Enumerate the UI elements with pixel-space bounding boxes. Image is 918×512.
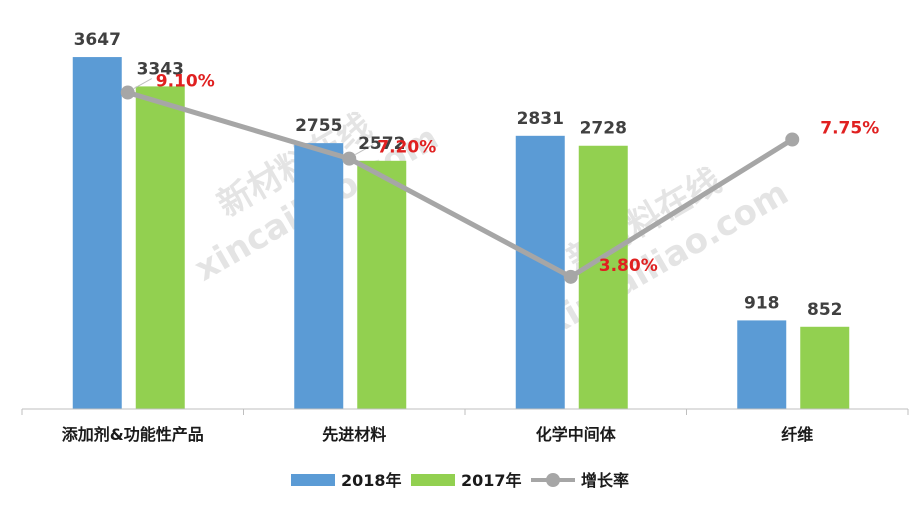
bar-value-label: 918 bbox=[744, 293, 780, 313]
growth-leader-line bbox=[133, 78, 152, 89]
data-labels: 3647 3343 2755 2572 2831 2728 918 852 9.10% 7.20%… bbox=[74, 30, 880, 320]
bar-2018 bbox=[72, 57, 122, 409]
growth-point bbox=[563, 269, 578, 284]
legend-label: 2017年 bbox=[461, 471, 522, 490]
growth-line-layer bbox=[120, 78, 800, 284]
bar-value-label: 3343 bbox=[137, 59, 184, 79]
bar-2017 bbox=[800, 326, 850, 409]
growth-point bbox=[785, 132, 800, 147]
category-label: 纤维 bbox=[781, 425, 813, 444]
growth-label: 7.75% bbox=[820, 118, 879, 138]
bar-2017 bbox=[357, 160, 407, 409]
bar-value-label: 2572 bbox=[358, 134, 405, 154]
x-axis-tick-labels: 添加剂&功能性产品 先进材料 化学中间体 纤维 bbox=[62, 425, 813, 444]
legend-marker-growth bbox=[546, 473, 560, 487]
category-label: 先进材料 bbox=[322, 425, 386, 444]
bar-value-label: 2755 bbox=[295, 116, 342, 136]
legend: 2018年 2017年 增长率 bbox=[291, 471, 629, 490]
bar-value-label: 3647 bbox=[74, 30, 121, 50]
legend-swatch-2018 bbox=[291, 474, 335, 486]
growth-label: 3.80% bbox=[599, 256, 658, 276]
growth-line bbox=[127, 90, 794, 280]
bar-2017 bbox=[578, 145, 628, 410]
bar-2018 bbox=[294, 143, 344, 409]
legend-label: 2018年 bbox=[341, 471, 402, 490]
bar-2017 bbox=[135, 86, 185, 409]
bar-value-label: 852 bbox=[807, 300, 843, 320]
growth-point bbox=[120, 85, 135, 100]
x-axis-ticks bbox=[21, 409, 909, 415]
legend-label: 增长率 bbox=[581, 471, 629, 490]
growth-label: 9.10% bbox=[156, 72, 215, 92]
legend-swatch-2017 bbox=[411, 474, 455, 486]
category-label: 化学中间体 bbox=[536, 425, 617, 444]
bar-2018 bbox=[515, 135, 565, 409]
bar-2018 bbox=[737, 320, 787, 409]
bar-value-label: 2831 bbox=[517, 109, 564, 129]
bars-layer bbox=[72, 57, 850, 410]
growth-leader-line bbox=[355, 144, 374, 156]
category-label: 添加剂&功能性产品 bbox=[62, 425, 204, 444]
growth-point bbox=[342, 151, 357, 166]
bar-value-label: 2728 bbox=[580, 119, 627, 139]
growth-label: 7.20% bbox=[377, 138, 436, 158]
